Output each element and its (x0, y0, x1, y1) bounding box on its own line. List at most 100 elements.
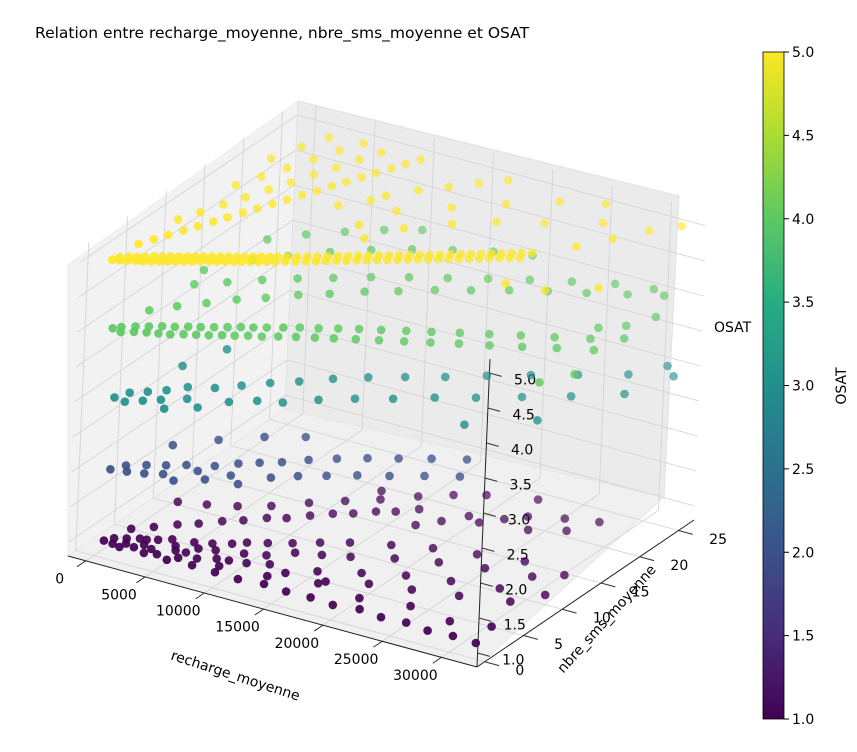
scatter-point (169, 476, 178, 485)
scatter-point (182, 460, 191, 470)
scatter-point (414, 504, 424, 514)
scatter-point (239, 516, 248, 525)
scatter-point (485, 253, 494, 263)
scatter-point (243, 331, 253, 341)
scatter-point (181, 548, 191, 557)
scatter-point (223, 322, 232, 332)
scatter-point (324, 133, 334, 142)
scatter-point (192, 554, 202, 563)
x-tick-label: 0 (55, 571, 64, 587)
scatter-point (224, 397, 234, 407)
scatter-point (257, 332, 267, 341)
scatter-point (138, 257, 148, 266)
scatter-point (624, 370, 633, 379)
scatter-point (385, 471, 394, 481)
scatter-point (252, 204, 262, 213)
scatter-point (418, 225, 427, 235)
z-tick-mark (478, 617, 492, 622)
scatter-point (149, 522, 159, 532)
scatter-point (142, 328, 151, 337)
scatter-point (331, 256, 341, 266)
scatter-point (106, 465, 115, 474)
scatter-point (314, 395, 323, 405)
scatter-point (427, 327, 436, 337)
scatter-point (443, 273, 453, 283)
scatter-point (262, 551, 271, 560)
scatter-point (342, 256, 351, 266)
scatter-point (334, 324, 343, 333)
scatter-point (399, 337, 409, 346)
scatter-point (139, 548, 149, 558)
scatter-point (550, 332, 559, 342)
scatter-point (328, 600, 338, 610)
scatter-point (268, 199, 277, 209)
z-tick-mark (477, 652, 490, 657)
scatter-point (249, 323, 258, 332)
scatter-point (354, 220, 364, 230)
colorbar-tick-label: 2.0 (792, 545, 814, 561)
scatter-point (471, 393, 481, 403)
scatter-point (242, 538, 252, 547)
scatter-point (224, 556, 234, 565)
scatter-point (178, 361, 187, 371)
scatter-point (500, 514, 509, 524)
colorbar-tick-label: 3.5 (792, 295, 814, 311)
scatter-point (282, 195, 292, 204)
scatter-point (304, 455, 313, 465)
scatter-point (426, 338, 435, 347)
scatter-point (204, 331, 214, 340)
scatter-point (168, 440, 178, 450)
scatter-point (310, 333, 320, 342)
scatter-point (142, 460, 151, 470)
colorbar-ticks: 1.0 1.5 2.0 2.5 3.0 3.5 4.0 4.5 5.0 (784, 45, 814, 728)
scatter-point (211, 546, 220, 555)
scatter-point (233, 479, 243, 489)
scatter-point (297, 142, 306, 152)
scatter-point (171, 546, 180, 555)
scatter-point (644, 226, 654, 236)
scatter-point (155, 257, 164, 266)
y-axis-line (476, 519, 695, 668)
scatter-point (245, 257, 255, 267)
x-axis-label: recharge_moyenne (169, 648, 302, 705)
scatter-point (589, 345, 599, 355)
scatter-point (173, 215, 183, 224)
scatter-point (474, 518, 484, 527)
scatter-point (262, 323, 272, 332)
scatter-point (281, 568, 290, 578)
z-gridline-left (71, 324, 289, 473)
scatter-point (619, 334, 629, 343)
scatter-point (278, 398, 288, 407)
axes-panes (66, 99, 680, 668)
scatter-point (242, 558, 251, 568)
scatter-point (364, 373, 373, 382)
scatter-point (115, 542, 124, 552)
scatter-point (282, 513, 291, 523)
scatter-point (394, 286, 403, 296)
scatter-point (149, 235, 159, 244)
scatter-point (669, 372, 678, 381)
scatter-point (212, 554, 221, 563)
scatter-point (294, 290, 303, 300)
scatter-point (331, 163, 341, 172)
scatter-point (354, 324, 364, 334)
scatter-point (233, 574, 243, 584)
scatter-point (134, 239, 143, 249)
scatter-point (290, 548, 300, 557)
scatter-point (297, 190, 307, 200)
scatter-point (441, 372, 450, 382)
scatter-point (179, 330, 188, 339)
scatter-point (416, 155, 426, 164)
scatter-point (357, 173, 366, 182)
x-tick-mark (254, 608, 264, 616)
scatter-point (353, 471, 362, 480)
scatter-point (295, 323, 305, 332)
scatter-point (226, 471, 236, 480)
scatter-point (179, 257, 189, 266)
z-tick-mark (487, 407, 501, 412)
scatter-point (301, 432, 311, 442)
scatter-point (139, 540, 149, 550)
scatter-point (560, 514, 570, 523)
scatter-point (379, 225, 389, 235)
scatter-point (138, 396, 148, 406)
